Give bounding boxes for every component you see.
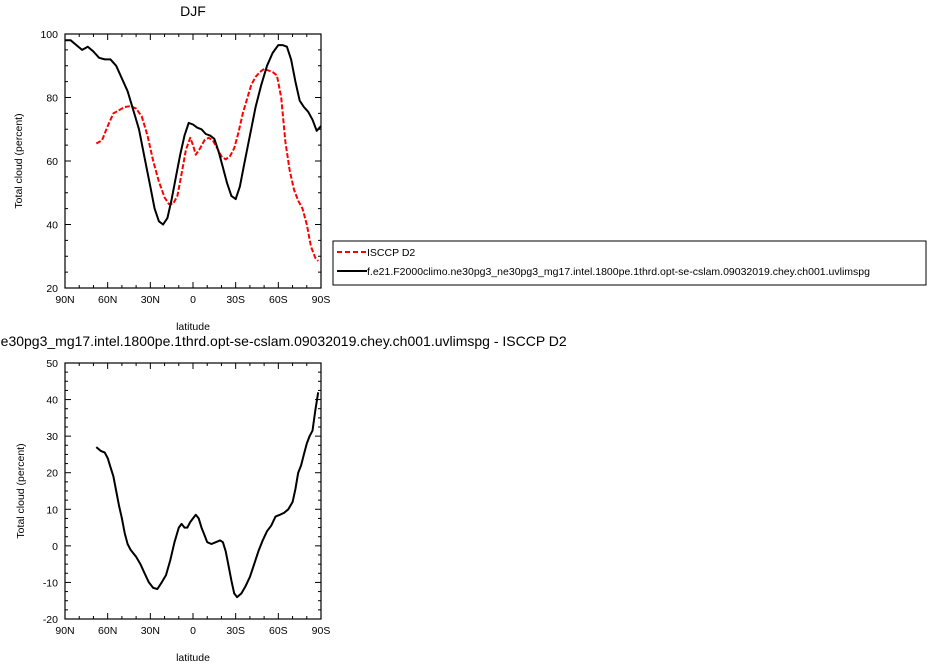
legend-label-isccp: ISCCP D2 [367, 247, 415, 259]
bottom-y-tick-label: 10 [46, 504, 58, 516]
top-plot-frame [64, 33, 322, 289]
top-y-tick-label: 100 [40, 29, 58, 41]
bottom-y-tick-label: 20 [46, 468, 58, 480]
top-x-tick-label: 60N [98, 294, 117, 306]
bottom-series-line-0 [95, 392, 320, 599]
bottom-x-tick-label: 60N [98, 625, 117, 637]
legend-label-model: f.e21.F2000climo.ne30pg3_ne30pg3_mg17.in… [367, 266, 870, 278]
bottom-y-tick-label: 50 [46, 358, 58, 370]
top-chart-x-axis-label: latitude [176, 321, 210, 333]
top-chart: 90N 60N 30N 0 30S 60S 90S 20 40 60 80 100 [40, 29, 330, 306]
top-x-tick-label: 60S [269, 294, 288, 306]
bottom-y-tick-label: -10 [43, 577, 58, 589]
bottom-x-tick-label: 90S [312, 625, 331, 637]
bottom-x-tick-label: 0 [190, 625, 196, 637]
bottom-y-tick-label: 40 [46, 395, 58, 407]
bottom-x-tick-label: 30S [226, 625, 245, 637]
bottom-chart-x-axis-label: latitude [176, 652, 210, 664]
top-x-tick-label: 90N [55, 294, 74, 306]
bottom-y-tick-label: 30 [46, 431, 58, 443]
bottom-chart-title: f.e21.F2000climo.ne30pg3_ne30pg3_mg17.in… [0, 333, 567, 349]
legend: ISCCP D2 f.e21.F2000climo.ne30pg3_ne30pg… [332, 240, 927, 286]
top-x-tick-label: 90S [312, 294, 331, 306]
legend-box [332, 240, 927, 286]
bottom-y-tick-label: -20 [43, 614, 58, 626]
top-y-tick-label: 20 [46, 283, 58, 295]
top-x-tick-label: 30N [141, 294, 160, 306]
bottom-y-tick-label: 0 [52, 541, 58, 553]
top-y-tick-label: 40 [46, 220, 58, 232]
bottom-chart: 90N 60N 30N 0 30S 60S 90S -20 -10 0 10 20 30 40 50 [43, 358, 331, 637]
top-chart-title: DJF [180, 3, 206, 19]
bottom-x-tick-label: 30N [141, 625, 160, 637]
bottom-plot-frame [64, 362, 322, 620]
top-chart-y-axis-label: Total cloud (percent) [13, 113, 25, 208]
bottom-x-tick-label: 60S [269, 625, 288, 637]
bottom-x-tick-label: 90N [55, 625, 74, 637]
bottom-chart-y-axis-label: Total cloud (percent) [15, 443, 27, 538]
top-y-tick-label: 60 [46, 156, 58, 168]
top-x-tick-label: 30S [226, 294, 245, 306]
top-x-tick-label: 0 [190, 294, 196, 306]
top-series-line-0 [95, 67, 319, 262]
top-y-tick-label: 80 [46, 93, 58, 105]
top-series-line-1 [65, 39, 322, 226]
